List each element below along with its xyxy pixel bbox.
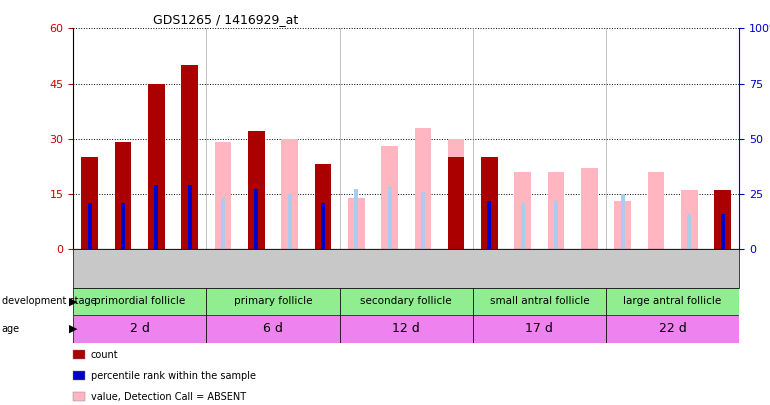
Text: age: age	[2, 324, 20, 334]
Bar	[614, 201, 631, 249]
Bar	[606, 288, 739, 315]
Bar	[155, 185, 159, 249]
Bar	[340, 315, 473, 343]
Bar	[387, 187, 391, 249]
Bar	[206, 288, 340, 315]
Bar	[115, 143, 132, 249]
Text: GDS1265 / 1416929_at: GDS1265 / 1416929_at	[153, 13, 298, 26]
Bar	[221, 198, 225, 249]
Bar	[348, 198, 364, 249]
Text: 22 d: 22 d	[658, 322, 687, 335]
Bar	[454, 194, 458, 249]
Bar	[82, 157, 98, 249]
Bar	[473, 315, 606, 343]
Bar	[321, 203, 325, 249]
Bar	[648, 172, 665, 249]
Text: development stage: development stage	[2, 296, 96, 306]
Text: primary follicle: primary follicle	[234, 296, 312, 306]
Bar	[206, 315, 340, 343]
Bar	[721, 214, 725, 249]
Bar	[340, 288, 473, 315]
Bar	[281, 139, 298, 249]
Bar	[621, 194, 624, 249]
Bar	[215, 143, 231, 249]
Text: 12 d: 12 d	[392, 322, 420, 335]
Bar	[521, 203, 524, 249]
Bar	[421, 192, 425, 249]
Bar	[121, 203, 125, 249]
Bar	[581, 168, 598, 249]
Bar	[514, 172, 531, 249]
Bar	[715, 190, 731, 249]
Bar	[254, 190, 258, 249]
Text: 2 d: 2 d	[130, 322, 149, 335]
Bar	[182, 65, 198, 249]
Text: value, Detection Call = ABSENT: value, Detection Call = ABSENT	[91, 392, 246, 402]
Bar	[448, 139, 464, 249]
Bar	[606, 315, 739, 343]
Bar	[381, 146, 398, 249]
Text: 17 d: 17 d	[525, 322, 554, 335]
Bar	[73, 288, 206, 315]
Bar	[481, 157, 497, 249]
Bar	[88, 203, 92, 249]
Text: small antral follicle: small antral follicle	[490, 296, 589, 306]
Text: large antral follicle: large antral follicle	[624, 296, 721, 306]
Text: count: count	[91, 350, 119, 360]
Bar	[354, 190, 358, 249]
Bar	[148, 83, 165, 249]
Bar	[487, 200, 491, 249]
Text: ▶: ▶	[69, 324, 77, 334]
Bar	[473, 288, 606, 315]
Text: ▶: ▶	[69, 296, 77, 306]
Bar	[288, 194, 292, 249]
Text: percentile rank within the sample: percentile rank within the sample	[91, 371, 256, 381]
Bar	[681, 190, 698, 249]
Bar	[414, 128, 431, 249]
Text: primordial follicle: primordial follicle	[94, 296, 186, 306]
Bar	[248, 131, 265, 249]
Text: 6 d: 6 d	[263, 322, 283, 335]
Bar	[547, 172, 564, 249]
Text: secondary follicle: secondary follicle	[360, 296, 452, 306]
Bar	[73, 315, 206, 343]
Bar	[188, 185, 192, 249]
Bar	[688, 214, 691, 249]
Bar	[554, 200, 558, 249]
Bar	[315, 164, 331, 249]
Bar	[448, 157, 464, 249]
